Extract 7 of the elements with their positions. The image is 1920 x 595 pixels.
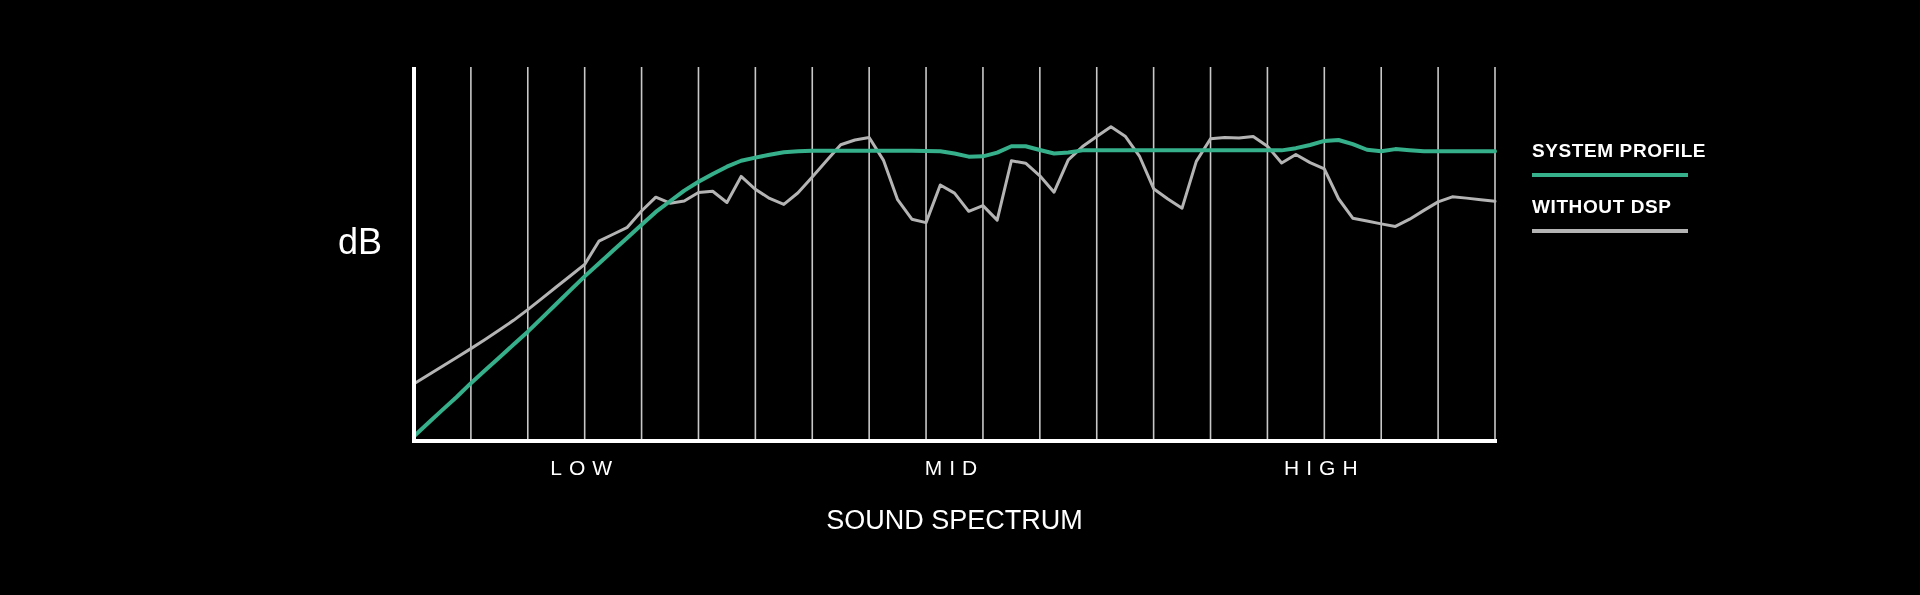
y-axis-title: dB	[337, 221, 383, 262]
x-tick-label: LOW	[550, 456, 620, 479]
x-tick-label: HIGH	[1284, 456, 1365, 479]
x-tick-label: MID	[924, 456, 985, 479]
series-label: SYSTEM PROFILE	[1532, 140, 1707, 161]
x-axis-title: SOUND SPECTRUM	[826, 505, 1083, 535]
series-label: WITHOUT DSP	[1532, 196, 1672, 217]
